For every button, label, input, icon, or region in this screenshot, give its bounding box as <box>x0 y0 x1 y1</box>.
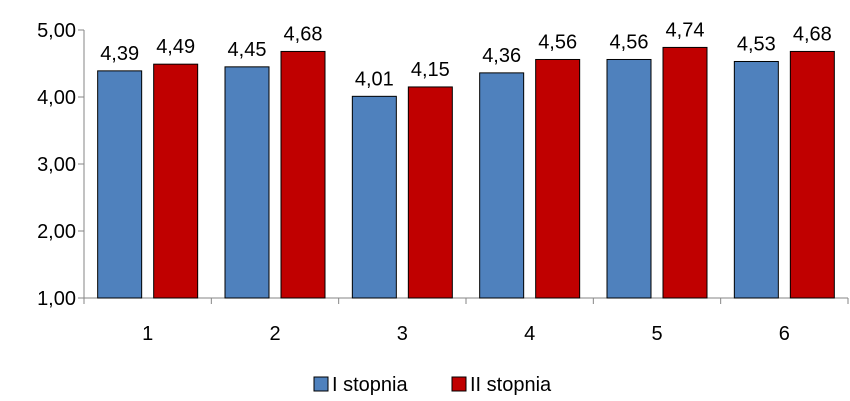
x-tick-label: 1 <box>142 323 153 345</box>
bar-series-1-cat-2 <box>224 66 270 299</box>
x-tick-label: 2 <box>269 323 280 345</box>
y-tick-label: 4,00 <box>37 87 76 109</box>
data-label: 4,39 <box>100 43 139 65</box>
y-tick-label: 5,00 <box>37 20 76 42</box>
data-label: 4,56 <box>610 31 649 53</box>
bar-series-2-cat-5 <box>662 46 708 299</box>
x-tick-label: 4 <box>524 323 535 345</box>
x-axis: 1 2 3 4 5 6 <box>83 297 849 345</box>
bar-series-1-cat-5 <box>606 58 652 299</box>
y-tick-label: 2,00 <box>37 221 76 243</box>
data-label: 4,36 <box>482 45 521 67</box>
data-label: 4,49 <box>156 36 195 58</box>
data-label: 4,74 <box>666 19 705 41</box>
legend-label-series-1: I stopnia <box>332 374 408 396</box>
bar-series-1-cat-1 <box>97 70 143 299</box>
bar-series-2-cat-1 <box>153 63 199 299</box>
legend-label-series-2: II stopnia <box>470 374 552 396</box>
data-label: 4,68 <box>793 23 832 45</box>
x-tick-label: 6 <box>779 323 790 345</box>
data-label: 4,45 <box>228 39 267 61</box>
bars <box>97 46 835 299</box>
bar-series-2-cat-3 <box>407 86 453 299</box>
bar-series-2-cat-4 <box>535 58 581 299</box>
bar-series-2-cat-2 <box>280 50 326 299</box>
legend: I stopnia II stopnia <box>313 374 552 396</box>
legend-swatch-series-1 <box>313 376 329 392</box>
y-axis: 1,00 2,00 3,00 4,00 5,00 <box>37 20 85 310</box>
data-labels: 4,39 4,49 4,45 4,68 4,01 4,15 4,36 4,56 4,56 4,74… <box>100 19 832 90</box>
data-label: 4,15 <box>411 59 450 81</box>
bar-series-1-cat-4 <box>479 72 525 299</box>
x-tick-label: 3 <box>397 323 408 345</box>
y-tick-label: 3,00 <box>37 154 76 176</box>
x-tick-label: 5 <box>651 323 662 345</box>
y-tick-label: 1,00 <box>37 288 76 310</box>
legend-swatch-series-2 <box>451 376 467 392</box>
bar-series-2-cat-6 <box>789 50 835 299</box>
data-label: 4,01 <box>355 68 394 90</box>
bar-series-1-cat-3 <box>351 95 397 299</box>
data-label: 4,56 <box>538 31 577 53</box>
bar-series-1-cat-6 <box>733 60 779 299</box>
data-label: 4,53 <box>737 33 776 55</box>
data-label: 4,68 <box>284 23 323 45</box>
